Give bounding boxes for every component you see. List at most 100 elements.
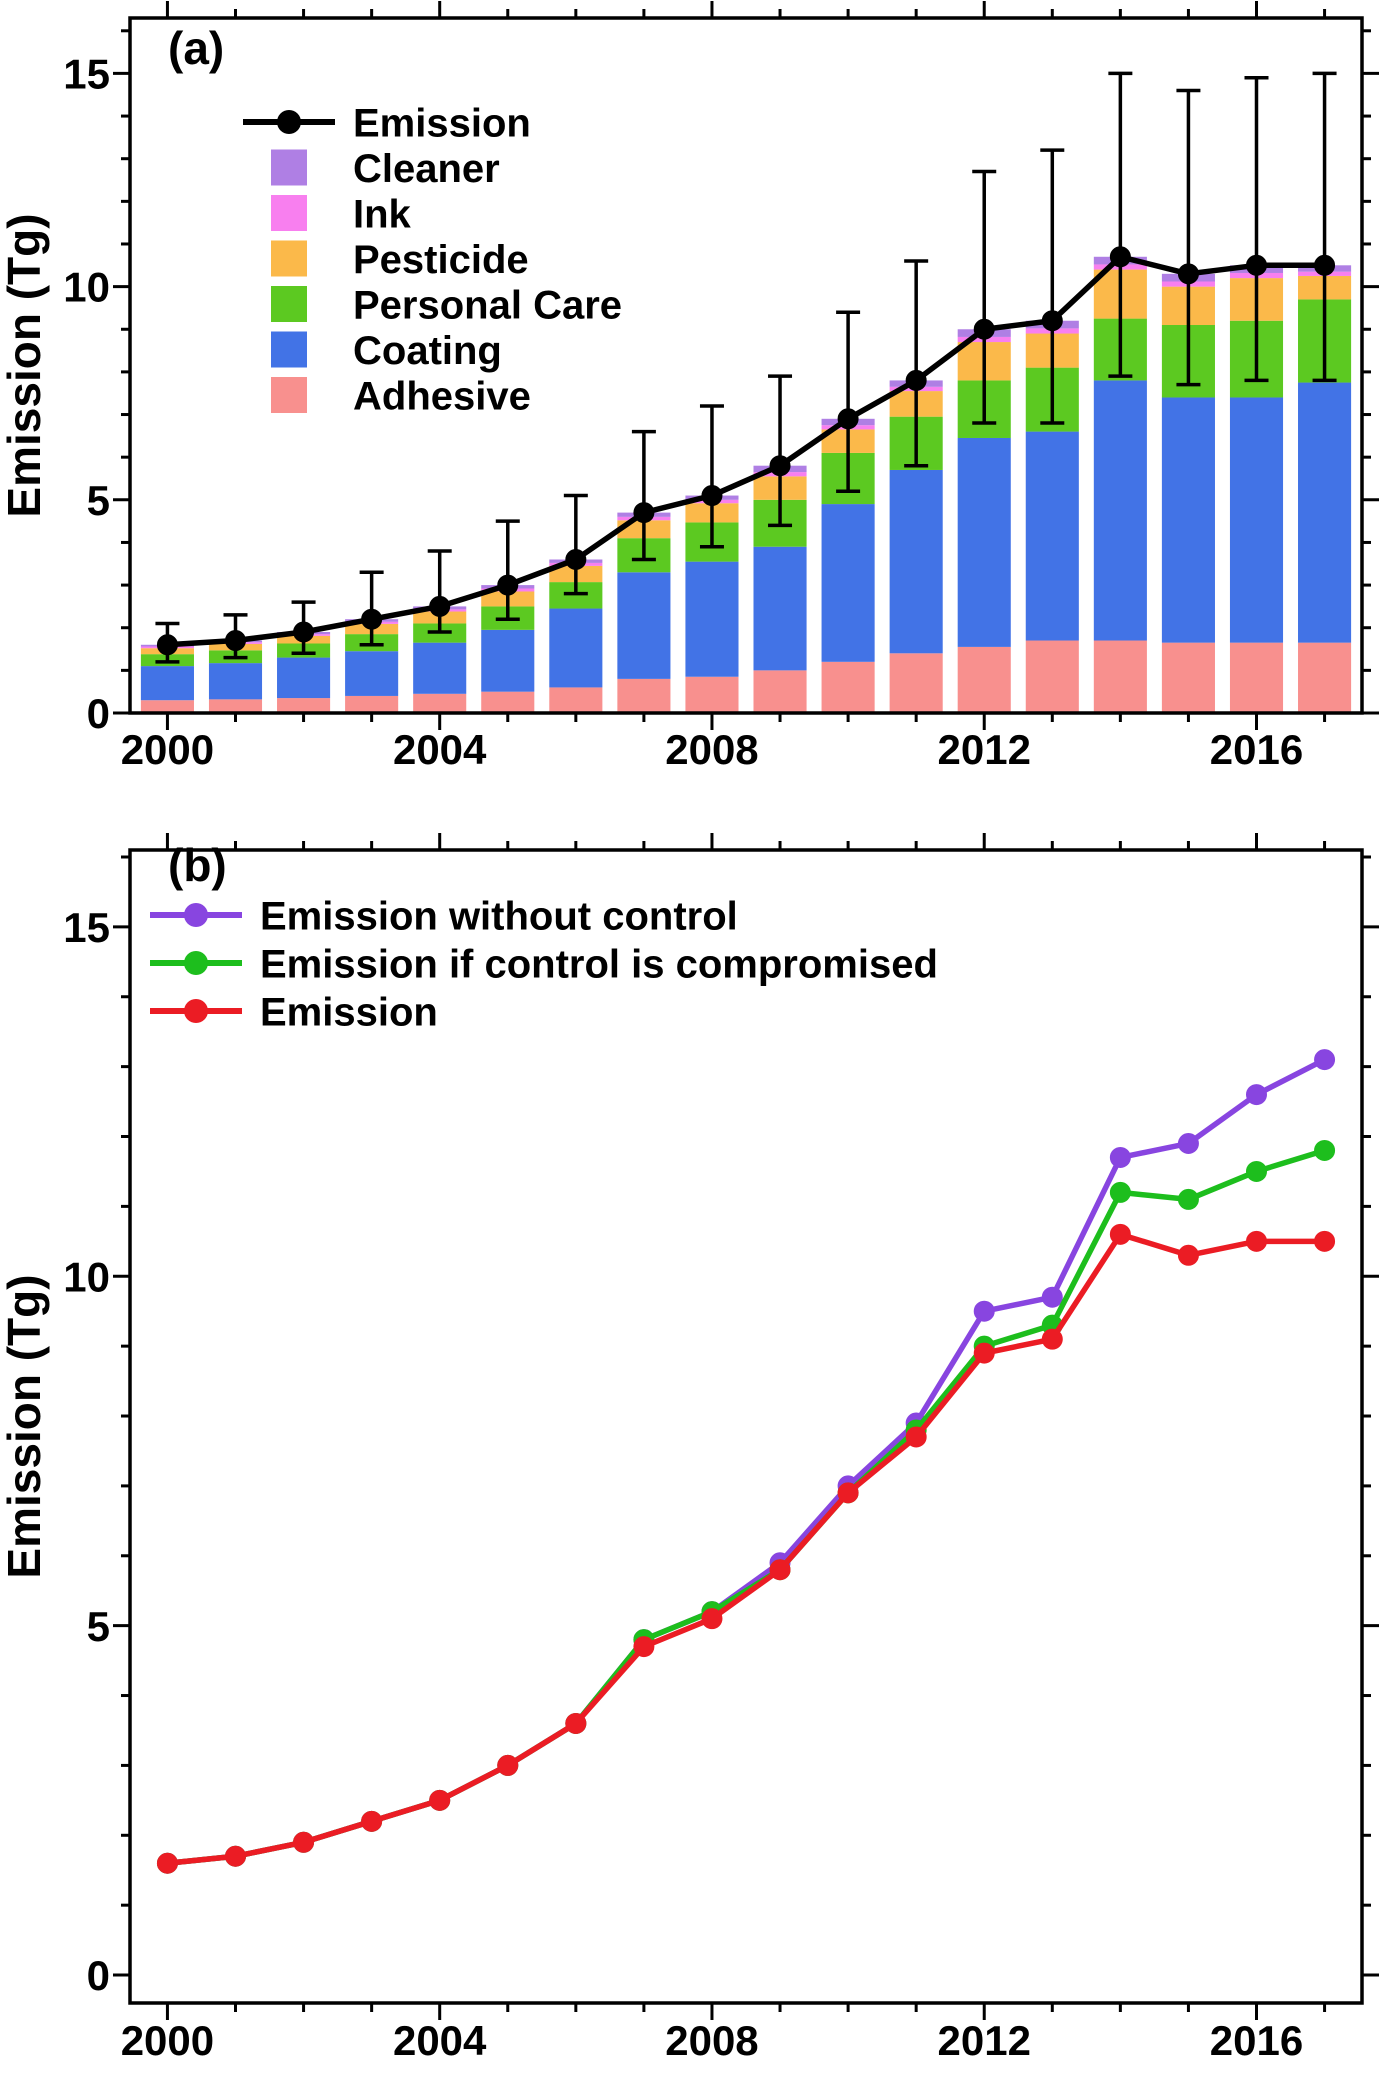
bar-segment xyxy=(140,700,194,713)
bar-segment xyxy=(277,657,331,699)
data-marker xyxy=(769,455,791,477)
data-marker xyxy=(973,318,995,340)
bar-segment xyxy=(685,561,739,677)
bar-segment xyxy=(1229,397,1284,643)
data-marker xyxy=(1041,1328,1063,1350)
y-axis-label: Emission (Tg) xyxy=(0,213,50,517)
bar-segment xyxy=(889,653,943,713)
data-marker xyxy=(156,1852,178,1874)
data-marker xyxy=(565,1712,587,1734)
bar-segment xyxy=(549,687,603,713)
data-marker xyxy=(361,608,383,630)
bar-segment xyxy=(1025,431,1079,641)
bar-segment xyxy=(208,699,263,713)
bar-segment xyxy=(413,693,467,713)
data-marker xyxy=(1314,1049,1336,1071)
bar-segment xyxy=(1025,640,1079,713)
legend-item: Cleaner xyxy=(271,147,500,191)
x-tick-label: 2008 xyxy=(665,2017,758,2064)
plot-frame xyxy=(128,848,1364,2005)
data-marker xyxy=(1109,1146,1131,1168)
legend-color-swatch xyxy=(271,286,307,322)
y-tick-label: 15 xyxy=(63,904,110,951)
data-line xyxy=(164,254,1328,648)
chart-svg-b: 2000 2004 2008 2012 2016 0 5 10 15 Emission (Tg) (… xyxy=(0,833,1379,2064)
legend-color-swatch xyxy=(271,331,307,368)
x-tick-label: 2012 xyxy=(938,2017,1031,2064)
data-marker xyxy=(225,630,247,652)
data-marker xyxy=(293,621,315,643)
bar-segment xyxy=(889,469,943,654)
bar-segment xyxy=(549,608,603,688)
legend-marker xyxy=(184,999,208,1023)
data-marker xyxy=(1245,1160,1267,1182)
bar-segment xyxy=(821,661,875,713)
data-marker xyxy=(497,1754,519,1776)
bar-segment xyxy=(1093,640,1147,713)
data-marker xyxy=(1245,1084,1267,1106)
bar-segment xyxy=(1298,382,1352,643)
data-marker xyxy=(1314,254,1336,276)
y-tick-label: 0 xyxy=(87,690,110,737)
data-marker xyxy=(769,1559,791,1581)
y-tick-label: 5 xyxy=(87,1603,110,1650)
data-marker xyxy=(905,369,927,391)
legend-label: Ink xyxy=(353,192,412,236)
data-marker xyxy=(1177,263,1199,285)
bar-segment xyxy=(685,676,739,713)
bar-segment xyxy=(1161,397,1215,643)
y-axis-label: Emission (Tg) xyxy=(0,1274,50,1578)
data-marker xyxy=(1177,1244,1199,1266)
data-marker xyxy=(429,1789,451,1811)
data-marker xyxy=(1041,310,1063,332)
data-marker xyxy=(1109,1181,1131,1203)
x-tick-label: 2004 xyxy=(393,726,487,773)
bar-segment xyxy=(345,651,399,696)
data-marker xyxy=(1109,246,1131,268)
legend-label: Pesticide xyxy=(353,238,529,282)
bar-segment xyxy=(617,572,671,679)
data-marker xyxy=(837,408,859,430)
bar-segment xyxy=(481,691,535,713)
data-marker xyxy=(837,1482,859,1504)
legend-item: Personal Care xyxy=(271,283,622,327)
bar-segment xyxy=(1229,642,1284,713)
data-marker xyxy=(1245,1230,1267,1252)
data-marker xyxy=(973,1342,995,1364)
legend-label: Emission xyxy=(353,101,531,145)
bar-segment xyxy=(957,437,1011,647)
legend-label: Cleaner xyxy=(353,147,500,191)
legend-label: Emission xyxy=(260,990,438,1034)
legend-item: Emission if control is compromised xyxy=(150,942,938,986)
legend-color-swatch xyxy=(271,149,307,186)
legend-item: Pesticide xyxy=(271,238,529,282)
data-line xyxy=(164,1056,1328,1866)
y-tick-label: 5 xyxy=(87,477,110,524)
panel-label: (a) xyxy=(168,22,224,74)
data-marker xyxy=(293,1831,315,1853)
x-tick-label: 2004 xyxy=(393,2017,487,2064)
data-marker xyxy=(633,502,655,524)
legend-item: Emission xyxy=(243,101,531,145)
plot-frame xyxy=(128,16,1364,715)
bar-segment xyxy=(1298,642,1352,713)
data-marker xyxy=(1245,254,1267,276)
legend-color-swatch xyxy=(271,240,307,277)
bar-segment xyxy=(1161,642,1215,713)
bar-segment xyxy=(617,678,671,713)
panel-b-chart: 2000 2004 2008 2012 2016 0 5 10 15 Emission (Tg) (… xyxy=(0,815,1391,2074)
y-tick-label: 0 xyxy=(87,1952,110,1999)
bar-segment xyxy=(753,546,807,671)
data-marker xyxy=(1314,1230,1336,1252)
x-tick-label: 2000 xyxy=(121,726,214,773)
bar-segment xyxy=(208,663,263,700)
bar-segment xyxy=(957,646,1011,713)
x-tick-label: 2016 xyxy=(1210,2017,1303,2064)
legend-item: Adhesive xyxy=(271,374,531,418)
x-tick-label: 2012 xyxy=(938,726,1031,773)
panel-label: (b) xyxy=(168,839,227,891)
data-marker xyxy=(429,595,451,617)
legend-item: Coating xyxy=(271,329,502,373)
x-tick-label: 2000 xyxy=(121,2017,214,2064)
